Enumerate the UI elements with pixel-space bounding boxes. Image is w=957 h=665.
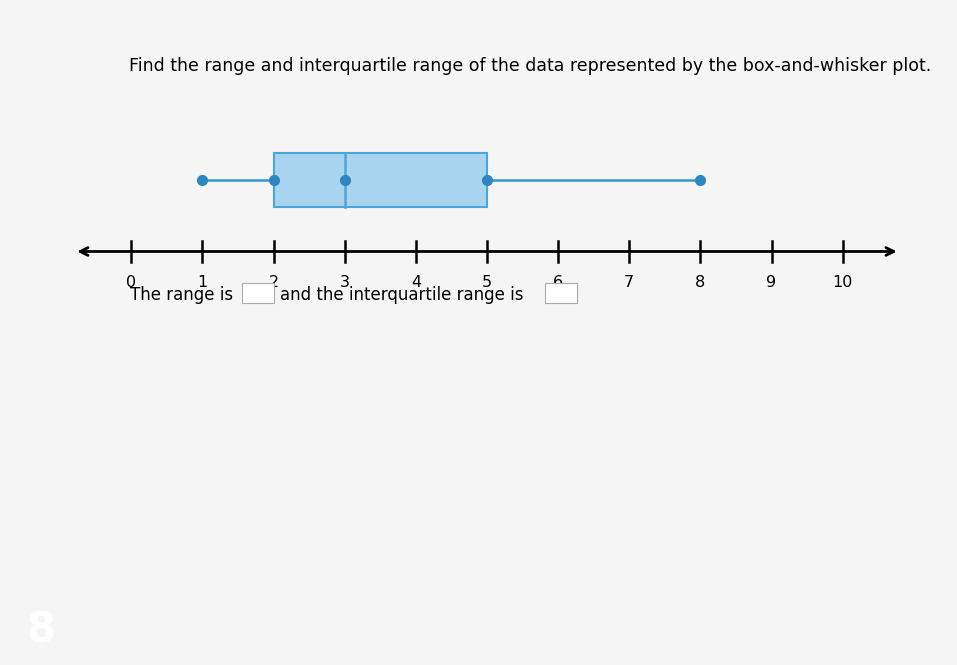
- Text: Find the range and interquartile range of the data represented by the box-and-wh: Find the range and interquartile range o…: [129, 57, 931, 74]
- Text: and the interquartile range is: and the interquartile range is: [280, 286, 523, 304]
- Text: 10: 10: [833, 275, 853, 290]
- Text: 7: 7: [624, 275, 634, 290]
- Bar: [274, 153, 487, 207]
- Text: 3: 3: [340, 275, 349, 290]
- Bar: [242, 283, 274, 303]
- Text: 9: 9: [767, 275, 776, 290]
- Text: 4: 4: [411, 275, 421, 290]
- Bar: [545, 283, 577, 303]
- Text: 0: 0: [126, 275, 136, 290]
- Text: The range is: The range is: [130, 286, 234, 304]
- Text: 8: 8: [696, 275, 705, 290]
- Text: 2: 2: [269, 275, 278, 290]
- Text: 6: 6: [553, 275, 563, 290]
- Text: 1: 1: [197, 275, 208, 290]
- Text: 8: 8: [26, 610, 56, 652]
- Text: 5: 5: [482, 275, 492, 290]
